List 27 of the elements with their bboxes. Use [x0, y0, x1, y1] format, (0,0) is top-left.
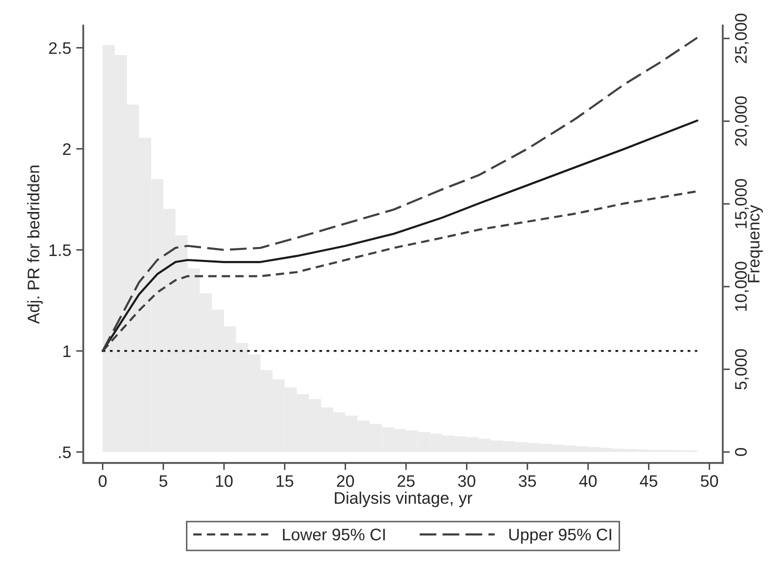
x-axis-title: Dialysis vintage, yr [334, 492, 472, 508]
x-tick-label: 35 [518, 475, 536, 487]
y-tick-label: 1.5 [50, 244, 71, 256]
y2-tick-label: 10,000 [735, 262, 749, 311]
x-tick-label: 40 [579, 475, 597, 487]
x-tick-label: 25 [398, 475, 415, 487]
x-tick-label: 0 [98, 475, 107, 487]
x-tick-label: 10 [216, 475, 233, 487]
x-tick-label: 15 [276, 475, 294, 487]
y2-tick-label: 0 [735, 448, 747, 456]
legend-label: Lower 95% CI [283, 528, 385, 540]
y2-tick-label: 25,000 [735, 14, 749, 64]
x-tick-label: 20 [336, 475, 354, 487]
x-tick-label: 5 [159, 475, 168, 487]
y2-tick-label: 15,000 [735, 179, 749, 228]
y2-axis-title: Frequency [748, 204, 763, 282]
y-tick-label: .5 [59, 446, 71, 458]
y-tick-label: 2 [63, 143, 71, 155]
y-axis-title: Adj. PR for bedridden [27, 166, 43, 324]
y2-tick-label: 5,000 [735, 349, 749, 390]
x-tick-label: 50 [700, 475, 718, 487]
x-tick-label: 45 [640, 475, 658, 487]
x-tick-label: 30 [458, 475, 476, 487]
legend-label: Upper 95% CI [509, 528, 612, 544]
y2-tick-label: 20,000 [735, 96, 749, 146]
y-tick-label: 2.5 [49, 42, 71, 54]
y-tick-label: 1 [63, 346, 71, 357]
